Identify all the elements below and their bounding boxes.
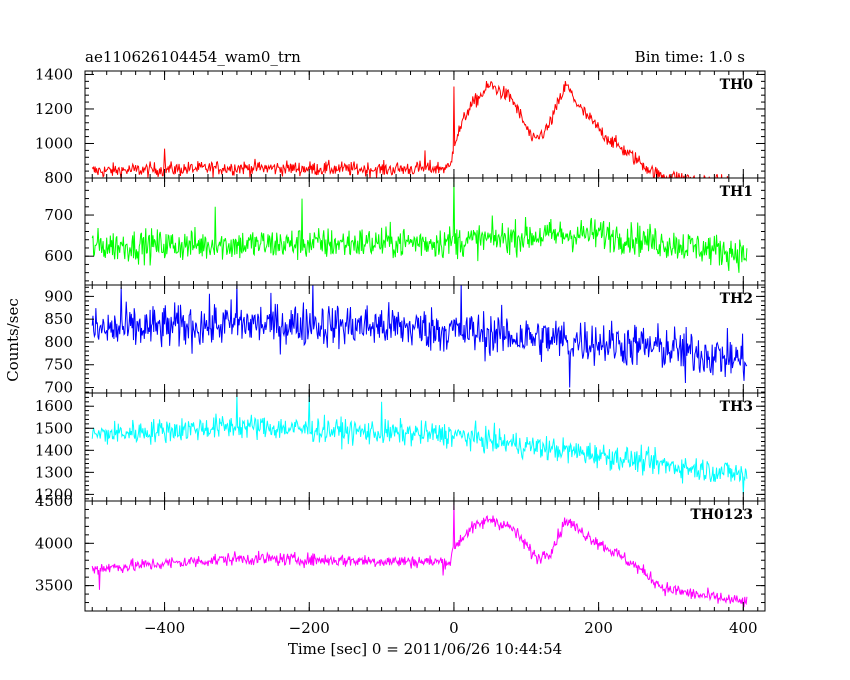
y-tick-label: 900 xyxy=(44,287,73,305)
x-tick-label: −400 xyxy=(144,619,185,637)
chart-title: ae110626104454_wam0_trn xyxy=(85,48,301,66)
y-tick-label: 1300 xyxy=(35,463,73,481)
panel-label-th2: TH2 xyxy=(720,291,753,307)
panels-group: 800 1000 1200 1400 TH0 600 700 TH1 700 750 800 850 9… xyxy=(35,65,766,612)
panel-th0: 800 1000 1200 1400 TH0 xyxy=(35,65,766,187)
y-tick-label: 1200 xyxy=(35,100,73,118)
series-line-th0123 xyxy=(91,502,748,608)
y-tick-label: 1500 xyxy=(35,419,73,437)
y-tick-label: 1600 xyxy=(35,397,73,415)
y-axis-title: Counts/sec xyxy=(4,298,22,382)
y-tick-label: 700 xyxy=(44,379,73,397)
panel-th3: 1200 1300 1400 1500 1600 TH3 xyxy=(35,392,766,503)
y-tick-label: 1400 xyxy=(35,65,73,83)
x-axis-title: Time [sec] 0 = 2011/06/26 10:44:54 xyxy=(288,640,562,658)
y-tick-label: 700 xyxy=(44,206,73,224)
y-tick-label: 3500 xyxy=(35,577,73,595)
panel-frame xyxy=(84,177,766,286)
series-line-th0 xyxy=(91,80,729,178)
y-tick-label: 1200 xyxy=(35,485,73,503)
bin-time-label: Bin time: 1.0 s xyxy=(635,48,745,66)
panel-frame xyxy=(84,500,766,612)
y-tick-label: 750 xyxy=(44,356,73,374)
panel-frame xyxy=(84,284,766,394)
y-tick-label: 4000 xyxy=(35,534,73,552)
panel-label-th3: TH3 xyxy=(720,399,753,415)
x-axis: −400 −200 0 200 400 xyxy=(144,619,758,637)
x-tick-label: −200 xyxy=(289,619,330,637)
y-tick-label: 800 xyxy=(44,169,73,187)
panel-label-th0: TH0 xyxy=(720,77,754,93)
panel-frame xyxy=(84,392,766,502)
series-line-th1 xyxy=(91,178,748,273)
y-tick-label: 1400 xyxy=(35,441,73,459)
y-tick-label: 4500 xyxy=(35,492,73,510)
panel-th1: 600 700 TH1 xyxy=(44,177,766,286)
x-tick-label: 0 xyxy=(449,619,459,637)
y-tick-label: 850 xyxy=(44,310,73,328)
x-tick-label: 400 xyxy=(729,619,758,637)
series-line-th3 xyxy=(91,395,748,495)
panel-label-th0123: TH0123 xyxy=(690,507,753,523)
panel-th2: 700 750 800 850 900 TH2 xyxy=(44,284,766,397)
panel-th0123: 3500 4000 4500 TH0123 xyxy=(35,492,766,612)
series-line-th2 xyxy=(91,285,748,388)
y-tick-label: 600 xyxy=(44,247,73,265)
panel-label-th1: TH1 xyxy=(720,184,753,200)
y-tick-label: 800 xyxy=(44,333,73,351)
y-tick-label: 1000 xyxy=(35,134,73,152)
x-tick-label: 200 xyxy=(584,619,613,637)
